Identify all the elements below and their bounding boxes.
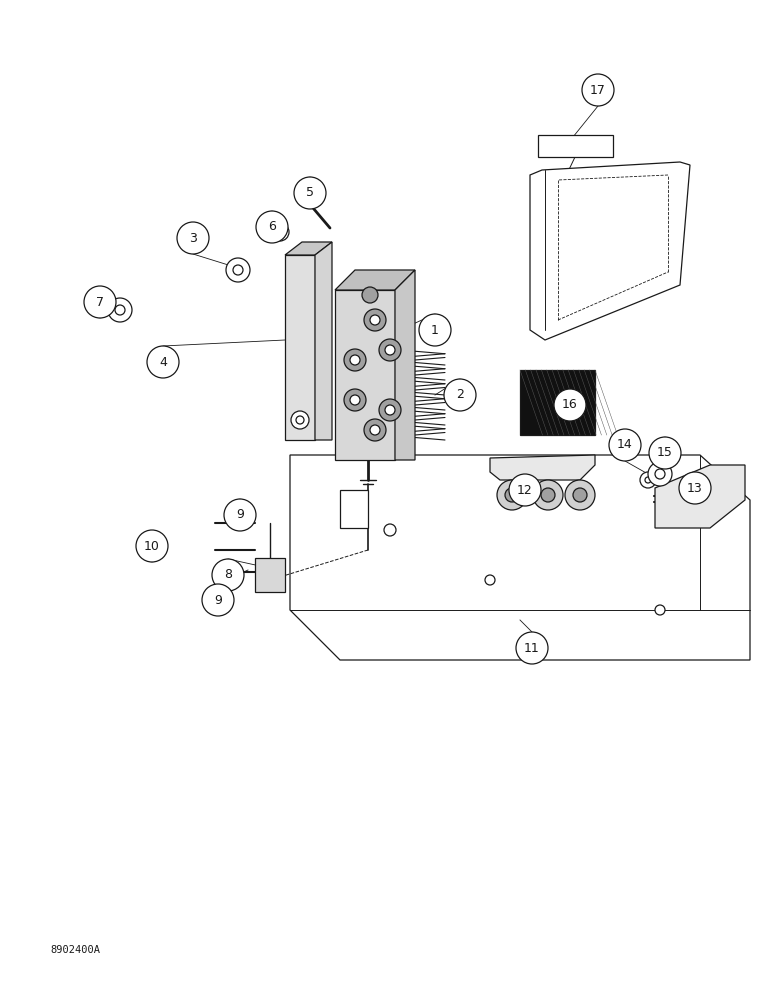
Circle shape <box>362 287 378 303</box>
Circle shape <box>384 524 396 536</box>
Text: 7: 7 <box>96 296 104 308</box>
Circle shape <box>256 211 288 243</box>
Circle shape <box>344 389 366 411</box>
Circle shape <box>582 74 614 106</box>
Polygon shape <box>395 270 415 460</box>
Circle shape <box>294 177 326 209</box>
Text: 3: 3 <box>189 232 197 244</box>
Text: 11: 11 <box>524 642 540 654</box>
Bar <box>538 135 613 157</box>
Text: 9: 9 <box>236 508 244 522</box>
Circle shape <box>233 265 243 275</box>
Circle shape <box>177 222 209 254</box>
Circle shape <box>370 425 380 435</box>
Text: 2: 2 <box>456 388 464 401</box>
Circle shape <box>444 379 476 411</box>
Circle shape <box>136 530 168 562</box>
Circle shape <box>533 480 563 510</box>
Circle shape <box>649 437 681 469</box>
Text: 13: 13 <box>687 482 703 494</box>
Text: 6: 6 <box>268 221 276 233</box>
Polygon shape <box>335 270 415 290</box>
Bar <box>340 490 368 528</box>
Circle shape <box>370 315 380 325</box>
Circle shape <box>655 469 665 479</box>
Circle shape <box>679 472 711 504</box>
Circle shape <box>276 228 284 236</box>
Text: 8: 8 <box>224 568 232 582</box>
Polygon shape <box>530 162 690 340</box>
Circle shape <box>554 389 586 421</box>
Text: 17: 17 <box>590 84 606 97</box>
Text: 15: 15 <box>657 446 673 460</box>
Circle shape <box>565 480 595 510</box>
Circle shape <box>379 399 401 421</box>
Text: 8902400A: 8902400A <box>50 945 100 955</box>
Polygon shape <box>315 242 332 440</box>
Circle shape <box>640 472 656 488</box>
Text: 1: 1 <box>431 324 439 336</box>
Circle shape <box>655 605 665 615</box>
Polygon shape <box>335 290 395 460</box>
Text: 9: 9 <box>214 593 222 606</box>
Circle shape <box>509 474 541 506</box>
Circle shape <box>505 488 519 502</box>
Circle shape <box>645 477 651 483</box>
Circle shape <box>485 575 495 585</box>
Polygon shape <box>285 242 332 255</box>
Polygon shape <box>490 455 595 480</box>
Circle shape <box>226 258 250 282</box>
Polygon shape <box>655 465 745 528</box>
Bar <box>520 370 595 435</box>
Text: 12: 12 <box>517 484 533 496</box>
Circle shape <box>202 584 234 616</box>
Circle shape <box>145 535 167 557</box>
Polygon shape <box>285 255 315 440</box>
Circle shape <box>385 345 395 355</box>
Text: 10: 10 <box>144 540 160 552</box>
Text: 16: 16 <box>562 398 578 412</box>
Bar <box>296 185 309 195</box>
Circle shape <box>108 298 132 322</box>
Circle shape <box>84 286 116 318</box>
Circle shape <box>350 395 360 405</box>
Circle shape <box>419 314 451 346</box>
Text: 14: 14 <box>617 438 633 452</box>
Circle shape <box>212 559 244 591</box>
Circle shape <box>648 462 672 486</box>
Circle shape <box>385 405 395 415</box>
Circle shape <box>364 309 386 331</box>
Polygon shape <box>290 455 750 660</box>
Circle shape <box>344 349 366 371</box>
Circle shape <box>291 411 309 429</box>
Circle shape <box>541 488 555 502</box>
Circle shape <box>147 346 179 378</box>
Text: 5: 5 <box>306 186 314 200</box>
Circle shape <box>115 305 125 315</box>
Circle shape <box>151 541 161 551</box>
Circle shape <box>364 419 386 441</box>
Text: 4: 4 <box>159 356 167 368</box>
Circle shape <box>609 429 641 461</box>
Circle shape <box>271 223 289 241</box>
Circle shape <box>379 339 401 361</box>
Circle shape <box>350 355 360 365</box>
Circle shape <box>516 632 548 664</box>
Circle shape <box>296 416 304 424</box>
Circle shape <box>497 480 527 510</box>
Polygon shape <box>255 558 285 592</box>
Circle shape <box>224 499 256 531</box>
Circle shape <box>573 488 587 502</box>
